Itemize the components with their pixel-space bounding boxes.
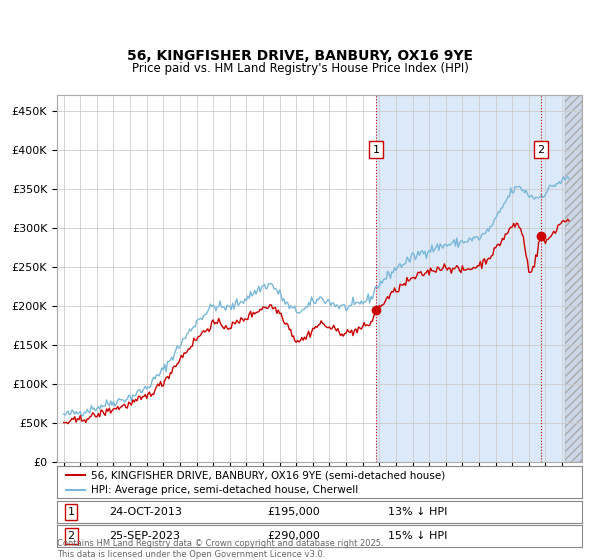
Text: 24-OCT-2013: 24-OCT-2013	[110, 507, 182, 517]
Text: 1: 1	[68, 507, 74, 517]
Text: £290,000: £290,000	[267, 531, 320, 541]
Text: HPI: Average price, semi-detached house, Cherwell: HPI: Average price, semi-detached house,…	[91, 486, 358, 495]
Text: Contains HM Land Registry data © Crown copyright and database right 2025.
This d: Contains HM Land Registry data © Crown c…	[57, 539, 383, 559]
Text: 1: 1	[373, 145, 380, 155]
Text: 2: 2	[68, 531, 75, 541]
Bar	[376, 95, 565, 462]
Text: 15% ↓ HPI: 15% ↓ HPI	[388, 531, 447, 541]
Bar	[565, 95, 582, 462]
Text: 25-SEP-2023: 25-SEP-2023	[110, 531, 181, 541]
Text: £195,000: £195,000	[267, 507, 320, 517]
Text: Price paid vs. HM Land Registry's House Price Index (HPI): Price paid vs. HM Land Registry's House …	[131, 62, 469, 76]
Text: 56, KINGFISHER DRIVE, BANBURY, OX16 9YE: 56, KINGFISHER DRIVE, BANBURY, OX16 9YE	[127, 49, 473, 63]
Text: 2: 2	[538, 145, 545, 155]
Text: 56, KINGFISHER DRIVE, BANBURY, OX16 9YE (semi-detached house): 56, KINGFISHER DRIVE, BANBURY, OX16 9YE …	[91, 470, 445, 480]
Text: 13% ↓ HPI: 13% ↓ HPI	[388, 507, 447, 517]
